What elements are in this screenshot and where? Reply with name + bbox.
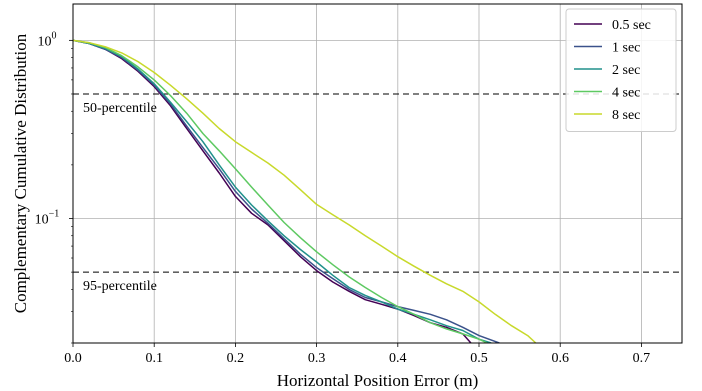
x-tick-label: 0.5 — [470, 351, 488, 366]
reference-lines — [73, 93, 682, 273]
legend: 0.5 sec 1 sec 2 sec 4 sec 8 sec — [565, 8, 677, 132]
y-axis-label: Complementary Cumulative Distribution — [11, 33, 30, 313]
legend-box — [565, 8, 677, 132]
legend-label: 0.5 sec — [612, 18, 651, 33]
x-tick-label: 0.1 — [145, 351, 163, 366]
reference-labels: 50-percentile 95-percentile — [83, 101, 157, 294]
x-axis-label: Horizontal Position Error (m) — [277, 371, 479, 390]
y-tick-label: 10−1 — [35, 208, 60, 227]
y-tick-label: 100 — [38, 30, 57, 49]
legend-label: 4 sec — [612, 86, 640, 101]
plot-frame — [72, 3, 683, 344]
series-line — [73, 39, 500, 343]
x-axis-ticks: 0.0 0.1 0.2 0.3 0.4 0.5 0.6 0.7 — [64, 343, 650, 366]
x-tick-label: 0.4 — [389, 351, 407, 366]
series-lines — [73, 39, 537, 343]
legend-label: 1 sec — [612, 41, 640, 56]
reference-label: 95-percentile — [83, 279, 157, 294]
x-tick-label: 0.3 — [308, 351, 326, 366]
x-tick-label: 0.0 — [64, 351, 82, 366]
x-tick-label: 0.2 — [227, 351, 245, 366]
legend-label: 2 sec — [612, 63, 640, 78]
series-line — [73, 39, 492, 343]
series-line — [73, 39, 488, 343]
series-line — [73, 39, 472, 343]
y-axis-ticks: 100 10−1 — [35, 30, 73, 344]
series-line — [73, 39, 537, 343]
legend-label: 8 sec — [612, 108, 640, 123]
reference-label: 50-percentile — [83, 101, 157, 116]
x-tick-label: 0.7 — [633, 351, 651, 366]
x-tick-label: 0.6 — [551, 351, 569, 366]
